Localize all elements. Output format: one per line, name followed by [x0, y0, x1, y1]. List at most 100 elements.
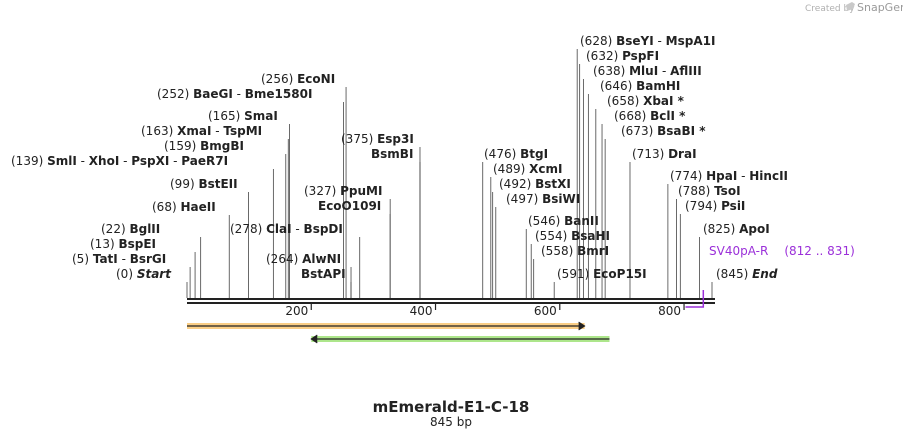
- enzyme-name: PaeR7I: [181, 154, 228, 168]
- enzyme-name: BseYI: [616, 34, 654, 48]
- site-label[interactable]: (673) BsaBI *: [621, 124, 706, 138]
- site-label[interactable]: (646) BamHI: [600, 79, 680, 93]
- ruler-label: 400: [410, 304, 433, 318]
- site-label[interactable]: (159) BmgBI: [164, 139, 244, 153]
- enzyme-name: BclI *: [650, 109, 686, 123]
- site-position: (774): [670, 169, 706, 183]
- site-label[interactable]: (845) End: [716, 267, 778, 281]
- snapgene-logo-icon: [846, 2, 855, 11]
- name-separator: -: [211, 124, 223, 138]
- site-position: (327): [304, 184, 340, 198]
- enzyme-name: TspMI: [223, 124, 262, 138]
- site-position: (99): [170, 177, 198, 191]
- site-position: (713): [632, 147, 668, 161]
- name-separator: -: [654, 34, 666, 48]
- enzyme-name: BaeGI: [193, 87, 233, 101]
- enzyme-name: BamHI: [636, 79, 680, 93]
- site-label[interactable]: (264) AlwNI: [266, 252, 341, 266]
- site-label[interactable]: (774) HpaI - HincII: [670, 169, 788, 183]
- site-position: (628): [580, 34, 616, 48]
- site-label[interactable]: (68) HaeII: [152, 200, 216, 214]
- enzyme-name: BsaHI: [571, 229, 610, 243]
- name-separator: -: [77, 154, 89, 168]
- site-label[interactable]: (794) PsiI: [685, 199, 745, 213]
- enzyme-name: MspA1I: [666, 34, 716, 48]
- site-label[interactable]: BstAPI: [301, 267, 346, 281]
- site-label[interactable]: (0) Start: [116, 267, 172, 281]
- site-position: (165): [208, 109, 244, 123]
- site-label[interactable]: (165) SmaI: [208, 109, 278, 123]
- site-label[interactable]: (252) BaeGI - Bme1580I: [157, 87, 312, 101]
- site-label[interactable]: (638) MluI - AflIII: [593, 64, 702, 78]
- site-label[interactable]: (99) BstEII: [170, 177, 238, 191]
- site-label[interactable]: (497) BsiWI: [506, 192, 580, 206]
- enzyme-name: AlwNI: [302, 252, 341, 266]
- enzyme-name: SmlI: [47, 154, 77, 168]
- site-label[interactable]: (713) DraI: [632, 147, 697, 161]
- site-label[interactable]: (788) TsoI: [678, 184, 741, 198]
- enzyme-name: TsoI: [714, 184, 740, 198]
- site-label[interactable]: (489) XcmI: [493, 162, 562, 176]
- enzyme-name: BstEII: [198, 177, 237, 191]
- site-label[interactable]: (546) BanII: [528, 214, 599, 228]
- site-label[interactable]: (139) SmlI - XhoI - PspXI - PaeR7I: [11, 154, 228, 168]
- site-label[interactable]: BsmBI: [371, 147, 413, 161]
- site-ticks: [186, 49, 713, 298]
- name-separator: -: [119, 154, 131, 168]
- site-position: (558): [541, 244, 577, 258]
- site-label[interactable]: (476) BtgI: [484, 147, 548, 161]
- enzyme-name: PpuMI: [340, 184, 382, 198]
- enzyme-name: BsiWI: [542, 192, 580, 206]
- enzyme-name: XcmI: [529, 162, 562, 176]
- site-position: (673): [621, 124, 657, 138]
- site-label[interactable]: (628) BseYI - MspA1I: [580, 34, 715, 48]
- enzyme-name: BanII: [564, 214, 599, 228]
- enzyme-name: XhoI: [89, 154, 120, 168]
- site-label[interactable]: EcoO109I: [318, 199, 381, 213]
- site-label[interactable]: (375) Esp3I: [341, 132, 414, 146]
- site-label[interactable]: (825) ApoI: [703, 222, 770, 236]
- site-label[interactable]: (554) BsaHI: [535, 229, 610, 243]
- enzyme-name: BsmBI: [371, 147, 413, 161]
- enzyme-name: EcoNI: [297, 72, 335, 86]
- name-separator: -: [658, 64, 670, 78]
- site-label[interactable]: (256) EcoNI: [261, 72, 335, 86]
- site-label[interactable]: (327) PpuMI: [304, 184, 382, 198]
- site-position: (492): [499, 177, 535, 191]
- site-position: (0): [116, 267, 137, 281]
- enzyme-name: BmgBI: [200, 139, 244, 153]
- enzyme-name: BsrGI: [130, 252, 167, 266]
- site-position: (22): [101, 222, 129, 236]
- site-label[interactable]: (558) BmrI: [541, 244, 609, 258]
- enzyme-name: DraI: [668, 147, 696, 161]
- site-position: (591): [557, 267, 593, 281]
- site-label[interactable]: (658) XbaI *: [607, 94, 685, 108]
- ruler-label: 200: [285, 304, 308, 318]
- enzyme-name: End: [752, 267, 778, 281]
- enzyme-name: TatI: [93, 252, 118, 266]
- site-position: (794): [685, 199, 721, 213]
- site-label[interactable]: (13) BspEI: [90, 237, 156, 251]
- site-position: (632): [586, 49, 622, 63]
- site-position: (375): [341, 132, 377, 146]
- enzyme-name: BspDI: [304, 222, 343, 236]
- enzyme-name: HpaI: [706, 169, 737, 183]
- site-position: (159): [164, 139, 200, 153]
- enzyme-name: BspEI: [118, 237, 156, 251]
- site-label[interactable]: (5) TatI - BsrGI: [72, 252, 166, 266]
- site-label[interactable]: (668) BclI *: [614, 109, 686, 123]
- site-label[interactable]: (632) PspFI: [586, 49, 659, 63]
- sequence-length: 845 bp: [430, 415, 472, 429]
- site-label[interactable]: (492) BstXI: [499, 177, 571, 191]
- site-label[interactable]: (591) EcoP15I: [557, 267, 647, 281]
- enzyme-name: BmrI: [577, 244, 609, 258]
- site-position: (646): [600, 79, 636, 93]
- site-label[interactable]: (22) BglII: [101, 222, 160, 236]
- feature-label[interactable]: SV40pA-R (812 .. 831): [709, 244, 855, 258]
- site-position: (658): [607, 94, 643, 108]
- site-label[interactable]: (163) XmaI - TspMI: [141, 124, 262, 138]
- site-position: (845): [716, 267, 752, 281]
- sv40pa-marker[interactable]: [685, 290, 705, 308]
- site-label[interactable]: (278) ClaI - BspDI: [230, 222, 343, 236]
- backbone-top: [187, 298, 715, 300]
